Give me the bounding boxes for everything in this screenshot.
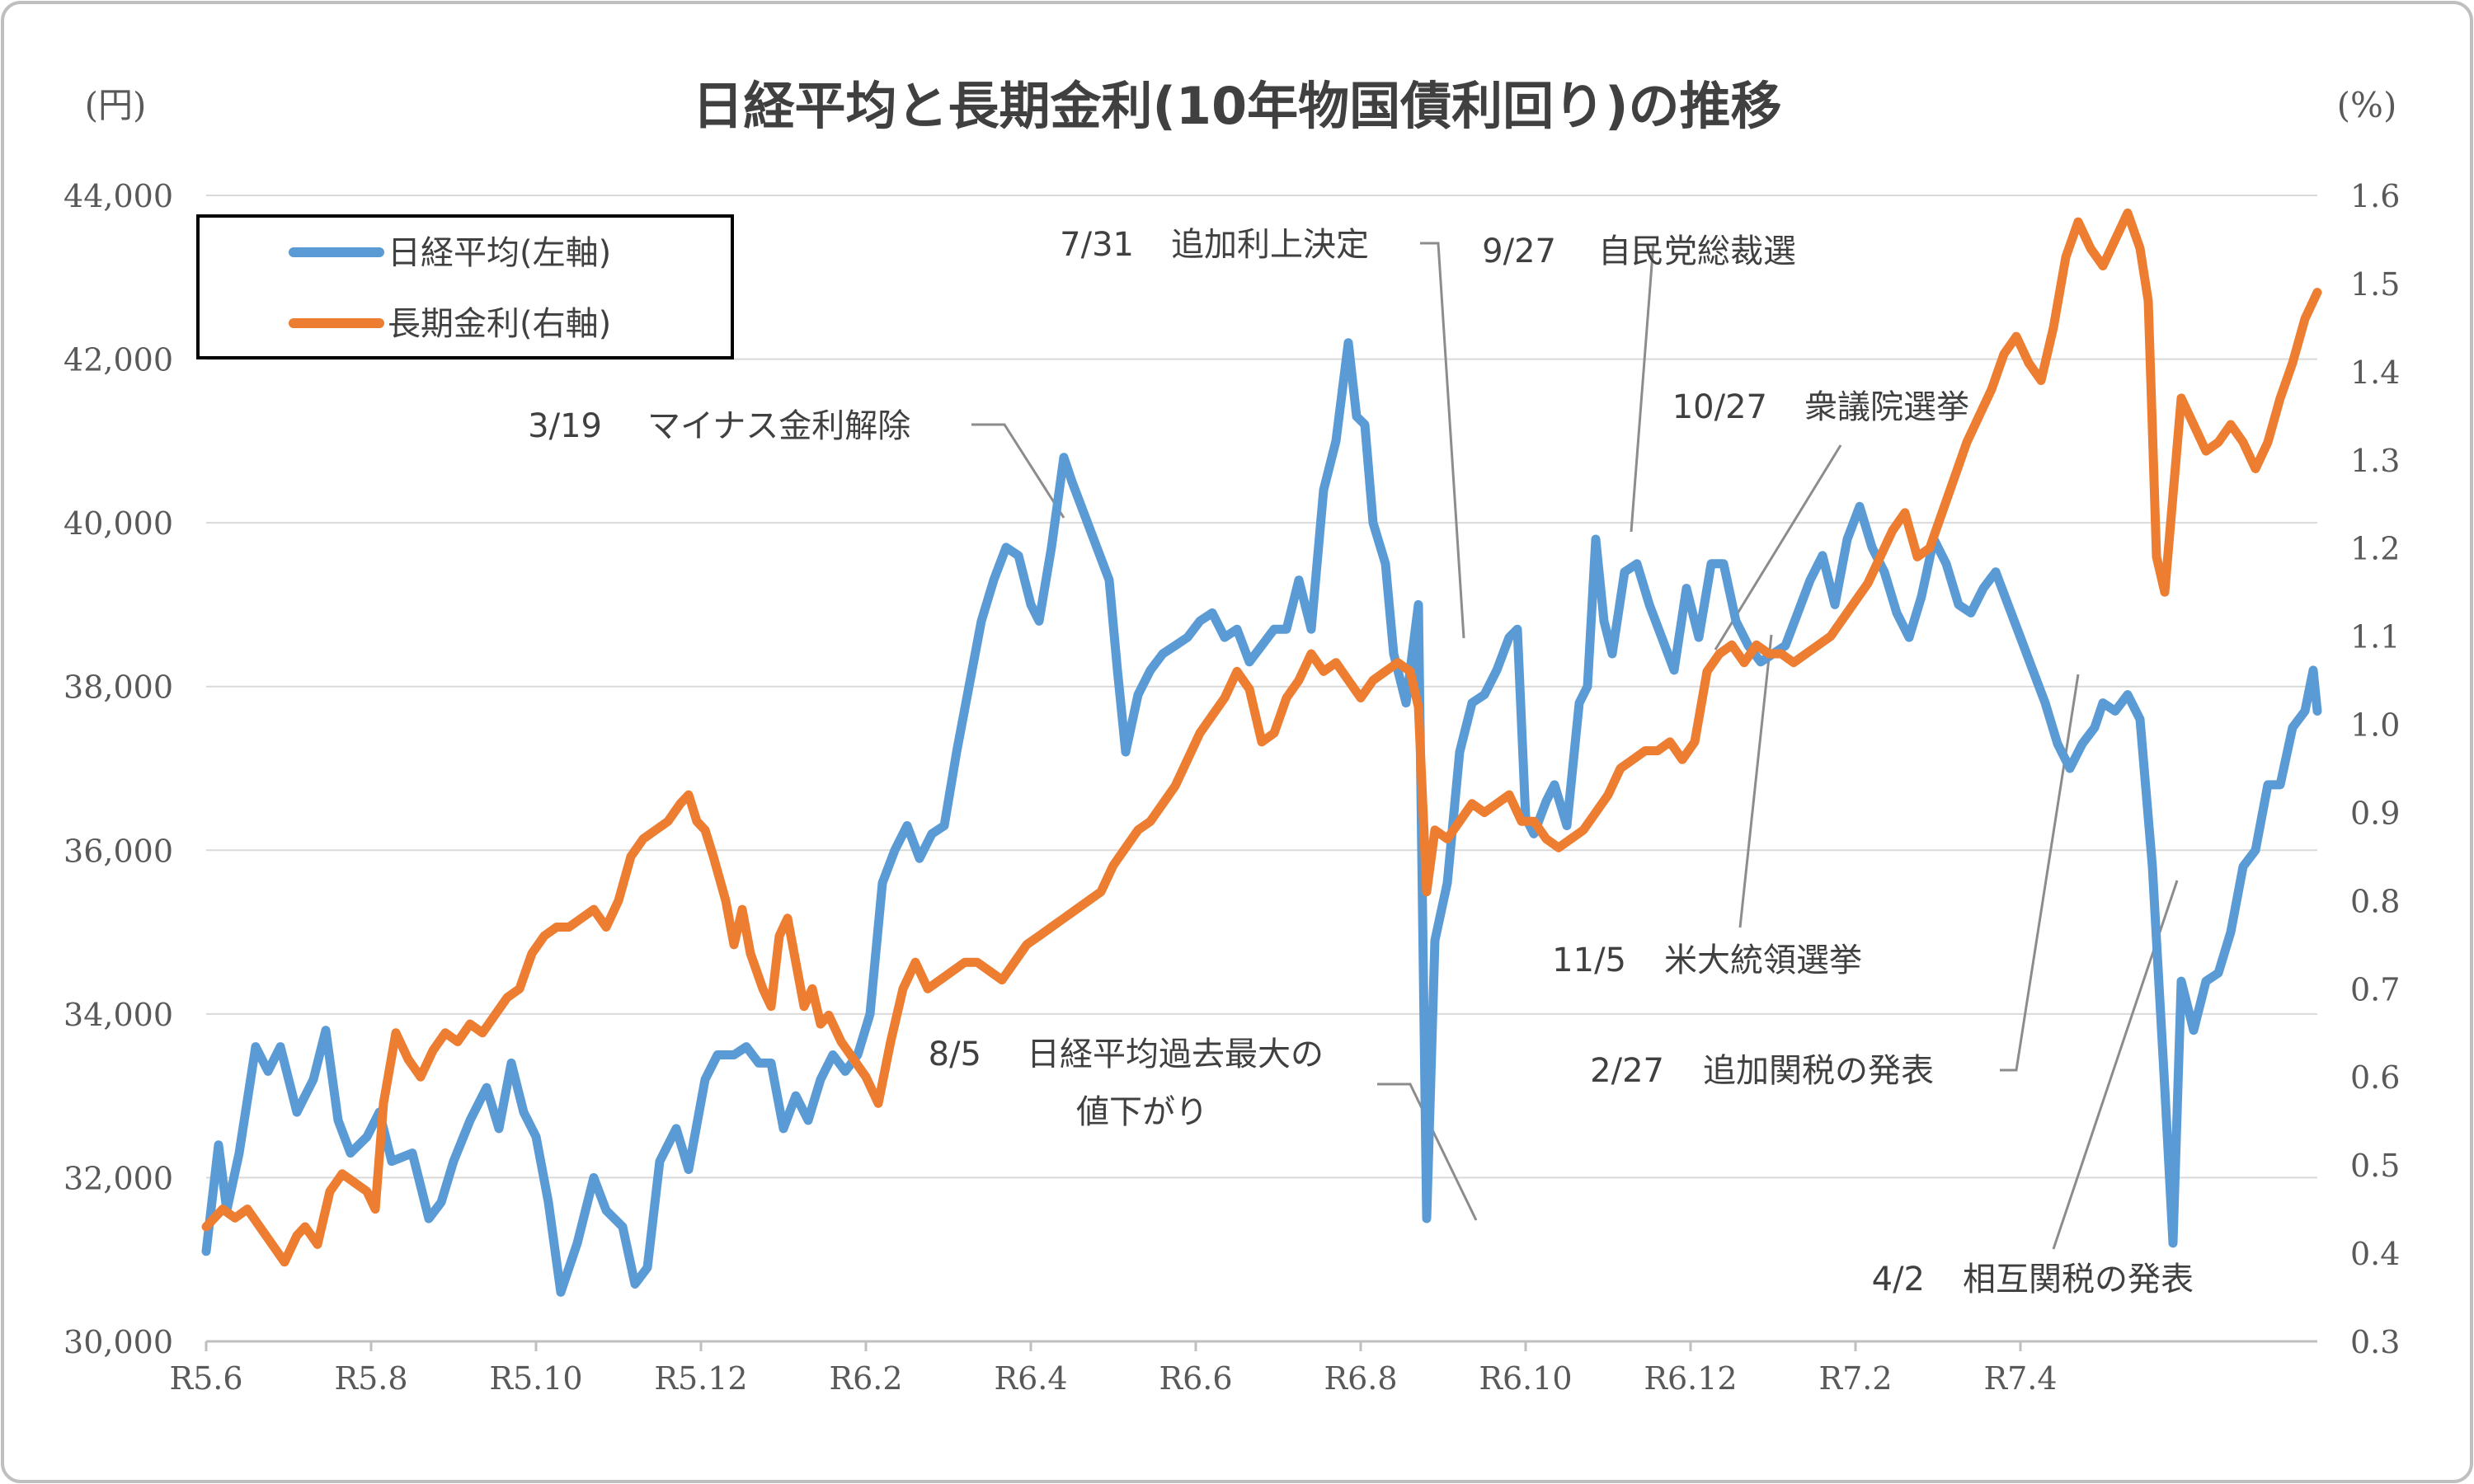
annotation-label: 米大統領選挙 bbox=[1664, 942, 1862, 979]
y-right-tick-label: 1.4 bbox=[2350, 355, 2400, 391]
chart-title: 日経平均と長期金利(10年物国債利回り)の推移 bbox=[693, 76, 1782, 136]
annotation-leader-line bbox=[2000, 674, 2080, 1072]
x-tick-label: R5.8 bbox=[334, 1360, 407, 1397]
annotation: 10/27 衆議院選挙 bbox=[1672, 388, 1969, 426]
legend-label-nikkei: 日経平均(左軸) bbox=[388, 234, 611, 272]
y-left-tick-label: 30,000 bbox=[63, 1324, 173, 1360]
series-lines bbox=[201, 208, 2322, 1297]
legend: 日経平均(左軸) 長期金利(右軸) bbox=[196, 214, 734, 359]
annotation-date: 8/5 bbox=[929, 1036, 981, 1073]
axis-ticks: 30,000 32,000 34,000 36,000 38,000 40,000 42,0… bbox=[63, 178, 2400, 1397]
annotation-label: 自民党総裁選 bbox=[1598, 232, 1796, 270]
annotation: 3/19 マイナス金利解除 bbox=[528, 407, 910, 445]
y-right-tick-label: 1.2 bbox=[2350, 531, 2400, 567]
annotation-leader-line bbox=[1630, 242, 1655, 533]
y-right-tick-label: 0.8 bbox=[2350, 883, 2400, 919]
y-right-unit: (%) bbox=[2337, 85, 2397, 125]
y-left-unit: (円) bbox=[85, 85, 147, 125]
x-tick-label: R5.10 bbox=[489, 1360, 582, 1397]
annotation-leader-line bbox=[1738, 634, 1773, 928]
y-left-tick-label: 32,000 bbox=[63, 1160, 173, 1196]
x-tick-label: R5.6 bbox=[169, 1360, 242, 1397]
y-right-tick-label: 1.1 bbox=[2350, 619, 2400, 655]
annotation-leader-line bbox=[971, 423, 1065, 519]
y-right-tick-label: 0.3 bbox=[2350, 1324, 2400, 1360]
x-tick-label: R6.12 bbox=[1644, 1360, 1737, 1397]
x-tick-label: R6.8 bbox=[1324, 1360, 1397, 1397]
annotation-date: 10/27 bbox=[1672, 388, 1767, 426]
y-right-tick-label: 0.4 bbox=[2350, 1236, 2400, 1272]
y-left-tick-label: 34,000 bbox=[63, 997, 173, 1033]
annotation-label: 追加関税の発表 bbox=[1703, 1052, 1934, 1090]
annotation: 9/27 自民党総裁選 bbox=[1482, 232, 1796, 270]
annotation-label: 相互関税の発表 bbox=[1963, 1261, 2194, 1298]
legend-label-yield: 長期金利(右軸) bbox=[388, 305, 611, 343]
annotation-date: 3/19 bbox=[528, 407, 602, 445]
annotation-label: マイナス金利解除 bbox=[647, 407, 910, 445]
y-right-tick-label: 1.3 bbox=[2350, 443, 2400, 479]
annotation-leader-line bbox=[1377, 1082, 1478, 1221]
annotation: 7/31 追加利上決定 bbox=[1060, 226, 1369, 264]
x-tick-label: R6.10 bbox=[1479, 1360, 1572, 1397]
annotation-date: 4/2 bbox=[1872, 1261, 1925, 1298]
x-tick-label: R7.2 bbox=[1818, 1360, 1892, 1397]
grid-lines bbox=[206, 195, 2317, 1343]
annotation-leader-line bbox=[1420, 242, 1465, 639]
y-left-tick-label: 42,000 bbox=[63, 342, 173, 378]
annotations: 3/19 マイナス金利解除 7/31 追加利上決定 9/27 自民党総裁選 10/27 衆議院… bbox=[528, 226, 2194, 1298]
series-line-yield bbox=[201, 208, 2322, 1267]
series-line-nikkei bbox=[201, 338, 2322, 1297]
y-right-tick-label: 1.5 bbox=[2350, 266, 2400, 303]
y-right-tick-label: 0.7 bbox=[2350, 971, 2400, 1007]
annotation-label: 追加利上決定 bbox=[1171, 226, 1369, 264]
y-right-tick-label: 0.9 bbox=[2350, 795, 2400, 831]
y-right-tick-label: 1.0 bbox=[2350, 707, 2400, 744]
x-tick-label: R5.12 bbox=[654, 1360, 747, 1397]
annotation: 2/27 追加関税の発表 bbox=[1590, 1052, 1934, 1090]
annotation: 11/5 米大統領選挙 bbox=[1552, 942, 1862, 979]
y-left-tick-label: 44,000 bbox=[63, 178, 173, 214]
x-tick-label: R6.6 bbox=[1159, 1360, 1232, 1397]
x-tick-label: R7.4 bbox=[1983, 1360, 2057, 1397]
y-left-tick-label: 38,000 bbox=[63, 669, 173, 706]
y-left-tick-label: 36,000 bbox=[63, 833, 173, 869]
legend-box bbox=[196, 214, 734, 359]
y-right-tick-label: 0.6 bbox=[2350, 1059, 2400, 1096]
annotation-label: 衆議院選挙 bbox=[1804, 388, 1969, 426]
annotation-date: 9/27 bbox=[1482, 232, 1556, 270]
y-right-tick-label: 0.5 bbox=[2350, 1148, 2400, 1184]
annotation-date: 7/31 bbox=[1060, 226, 1134, 264]
x-tick-label: R6.2 bbox=[829, 1360, 902, 1397]
annotation-label-line2: 値下がり bbox=[1076, 1093, 1208, 1131]
annotation-label: 日経平均過去最大の bbox=[1027, 1036, 1324, 1073]
y-left-tick-label: 40,000 bbox=[63, 505, 173, 542]
y-right-tick-label: 1.6 bbox=[2350, 178, 2400, 214]
annotation-date: 2/27 bbox=[1590, 1052, 1664, 1090]
annotation: 4/2 相互関税の発表 bbox=[1872, 1261, 2194, 1298]
x-tick-label: R6.4 bbox=[994, 1360, 1067, 1397]
annotation-date: 11/5 bbox=[1552, 942, 1626, 979]
